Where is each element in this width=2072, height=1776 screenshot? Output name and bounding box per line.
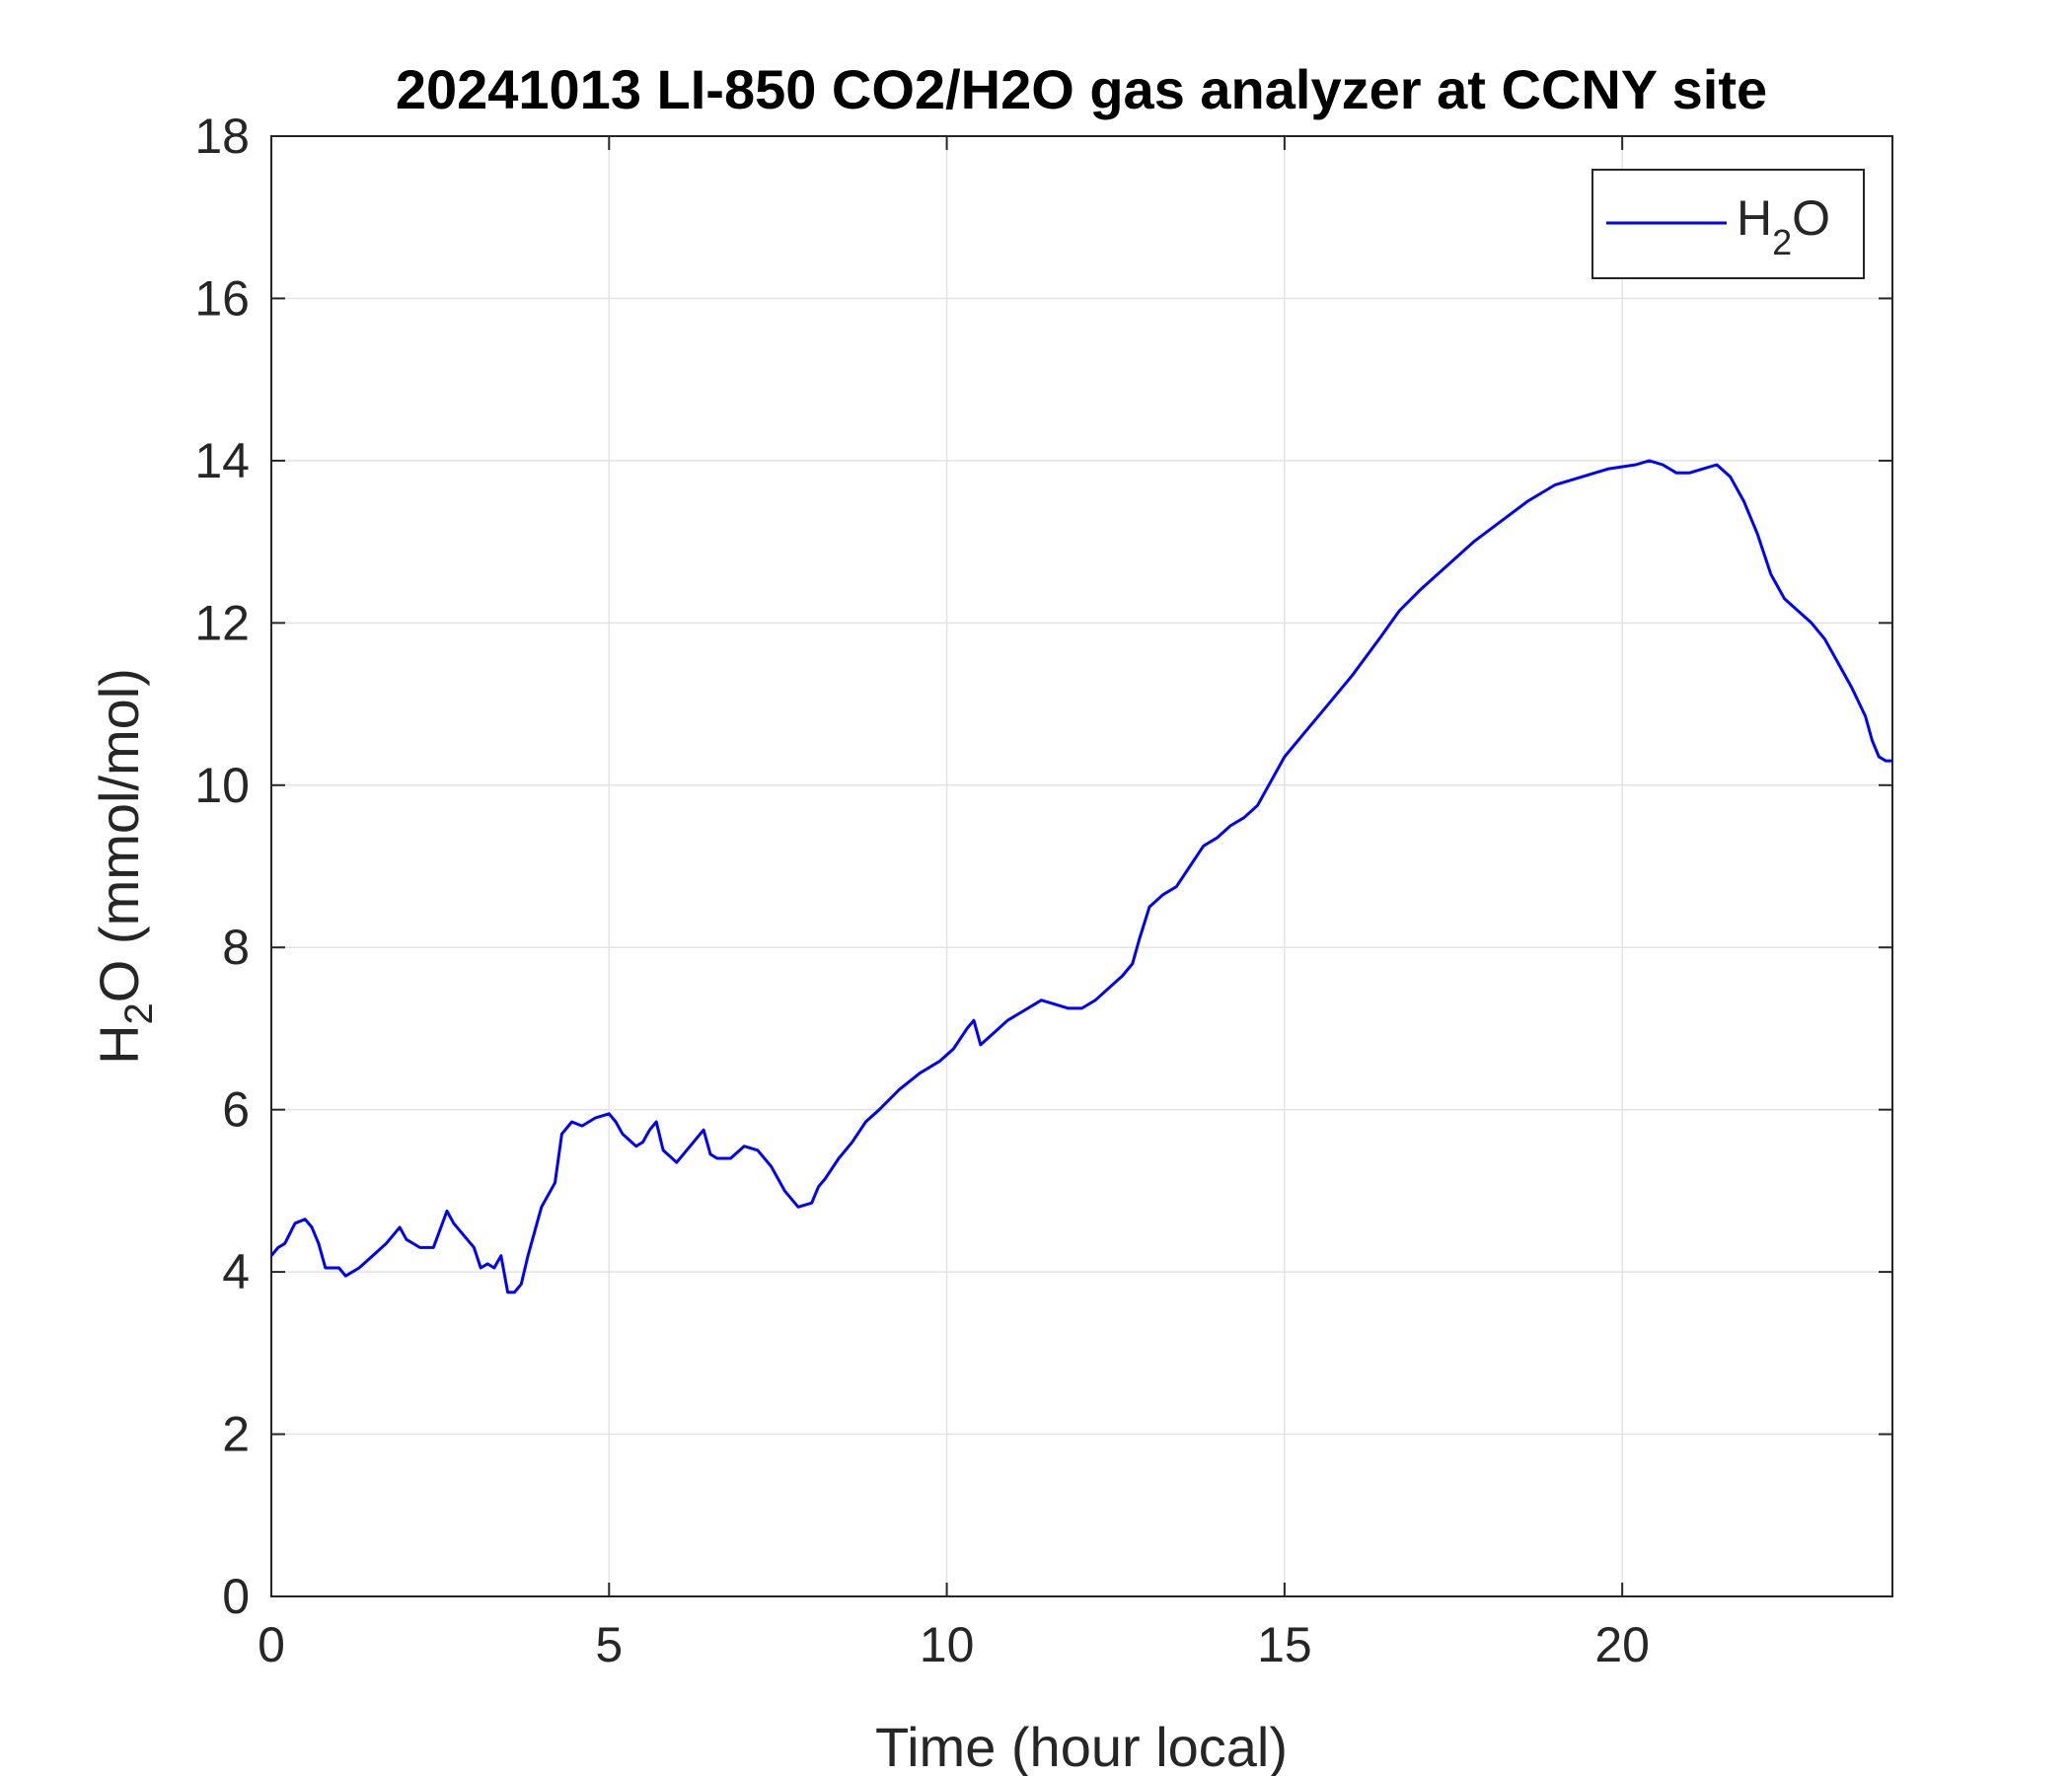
legend: H2O [1591, 169, 1865, 279]
legend-label-subscript: 2 [1772, 222, 1792, 262]
x-tick-label: 20 [1594, 1617, 1650, 1672]
legend-label-base: H [1737, 190, 1772, 246]
x-tick-label: 5 [595, 1617, 623, 1672]
ticks [270, 135, 1892, 1597]
y-axis-label-subscript: 2 [117, 1002, 161, 1024]
y-tick-label: 6 [222, 1082, 250, 1138]
y-tick-label: 12 [194, 595, 250, 650]
y-tick-label: 4 [222, 1244, 250, 1299]
x-tick-label: 15 [1257, 1617, 1312, 1672]
y-axis-label-rest: O (mmol/mol) [88, 668, 150, 1002]
series-line-h2o [269, 459, 1892, 1295]
y-tick-label: 16 [194, 270, 250, 326]
legend-label-rest: O [1792, 190, 1830, 246]
chart-title: 20241013 LI-850 CO2/H2O gas analyzer at … [396, 58, 1767, 120]
grid [271, 136, 1892, 1596]
y-tick-label: 2 [222, 1407, 250, 1462]
y-tick-label: 14 [194, 433, 250, 488]
y-tick-label: 8 [222, 920, 250, 975]
y-axis-label: H2O (mmol/mol) [88, 668, 161, 1065]
y-axis-label-base: H [88, 1024, 150, 1064]
y-tick-label: 18 [194, 109, 250, 164]
tick-labels: 0 5 10 15 20 0 2 4 6 8 10 12 14 16 18 [194, 109, 1650, 1672]
y-tick-label: 0 [222, 1569, 250, 1624]
legend-label: H2O [1737, 190, 1830, 262]
series-layer [269, 459, 1892, 1295]
plot-area [271, 136, 1892, 1596]
x-tick-label: 0 [258, 1617, 285, 1672]
x-tick-label: 10 [920, 1617, 975, 1672]
axes-frame [270, 135, 1893, 1597]
y-tick-label: 10 [194, 758, 250, 813]
x-axis-label: Time (hour local) [875, 1716, 1288, 1776]
